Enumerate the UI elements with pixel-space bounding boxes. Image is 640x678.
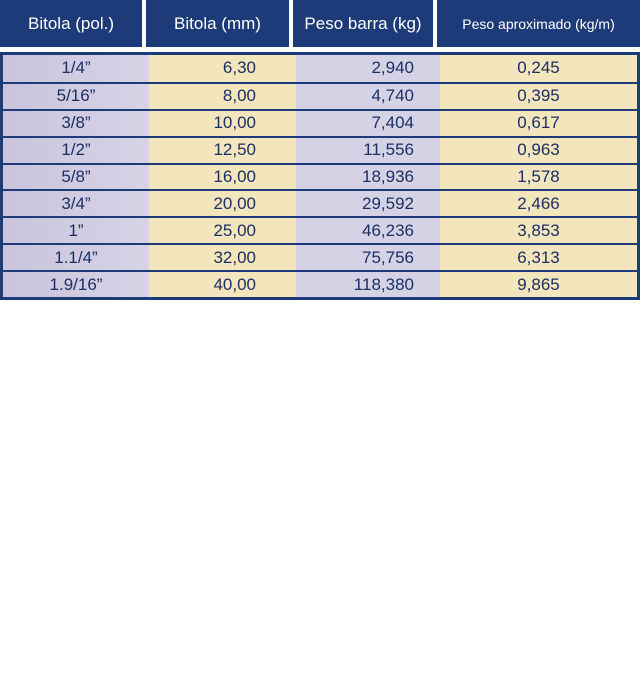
cell-peso-barra: 7,404 [296,110,440,136]
cell-bitola-mm: 40,00 [149,272,296,298]
cell-peso-barra: 118,380 [296,272,440,298]
cell-bitola-mm: 20,00 [149,191,296,217]
cell-peso-barra: 29,592 [296,191,440,217]
cell-peso-aproximado: 9,865 [440,272,637,298]
cell-bitola-pol: 1.1/4” [3,245,149,271]
cell-peso-aproximado: 0,395 [440,83,637,109]
cell-bitola-pol: 1” [3,218,149,244]
cell-peso-aproximado: 1,578 [440,164,637,190]
table-row: 1.1/4” 32,00 75,756 6,313 [3,243,637,271]
cell-peso-aproximado: 3,853 [440,218,637,244]
cell-peso-barra: 11,556 [296,137,440,163]
table-row: 1/4” 6,30 2,940 0,245 [3,55,637,82]
cell-peso-aproximado: 2,466 [440,191,637,217]
table-row: 1.9/16” 40,00 118,380 9,865 [3,270,637,298]
table-row: 3/8” 10,00 7,404 0,617 [3,108,637,136]
gauge-weight-table: Bitola (pol.) Bitola (mm) Peso barra (kg… [0,0,640,301]
cell-bitola-pol: 1/4” [3,55,149,82]
cell-peso-aproximado: 0,963 [440,137,637,163]
cell-bitola-pol: 1.9/16” [3,272,149,298]
table-header: Bitola (pol.) Bitola (mm) Peso barra (kg… [0,0,640,47]
cell-peso-barra: 75,756 [296,245,440,271]
header-peso-barra: Peso barra (kg) [293,0,437,47]
cell-bitola-mm: 10,00 [149,110,296,136]
header-bitola-mm: Bitola (mm) [146,0,293,47]
table-row: 1/2” 12,50 11,556 0,963 [3,135,637,163]
cell-bitola-mm: 16,00 [149,164,296,190]
cell-bitola-pol: 3/8” [3,110,149,136]
cell-bitola-mm: 12,50 [149,137,296,163]
cell-bitola-pol: 5/16” [3,83,149,109]
table-body: 1/4” 6,30 2,940 0,245 5/16” 8,00 4,740 0,395 3/8… [0,52,640,301]
cell-bitola-mm: 8,00 [149,83,296,109]
cell-bitola-mm: 25,00 [149,218,296,244]
cell-peso-aproximado: 6,313 [440,245,637,271]
cell-peso-barra: 46,236 [296,218,440,244]
table-row: 5/8” 16,00 18,936 1,578 [3,162,637,190]
cell-peso-aproximado: 0,245 [440,55,637,82]
cell-peso-aproximado: 0,617 [440,110,637,136]
cell-peso-barra: 4,740 [296,83,440,109]
cell-bitola-pol: 3/4” [3,191,149,217]
header-gap [0,47,640,52]
table-row: 1” 25,00 46,236 3,853 [3,216,637,244]
cell-bitola-pol: 5/8” [3,164,149,190]
cell-peso-barra: 2,940 [296,55,440,82]
table-row: 3/4” 20,00 29,592 2,466 [3,189,637,217]
cell-bitola-pol: 1/2” [3,137,149,163]
header-peso-aproximado: Peso aproximado (kg/m) [437,0,640,47]
cell-peso-barra: 18,936 [296,164,440,190]
cell-bitola-mm: 32,00 [149,245,296,271]
cell-bitola-mm: 6,30 [149,55,296,82]
table-row: 5/16” 8,00 4,740 0,395 [3,81,637,109]
header-bitola-pol: Bitola (pol.) [0,0,146,47]
